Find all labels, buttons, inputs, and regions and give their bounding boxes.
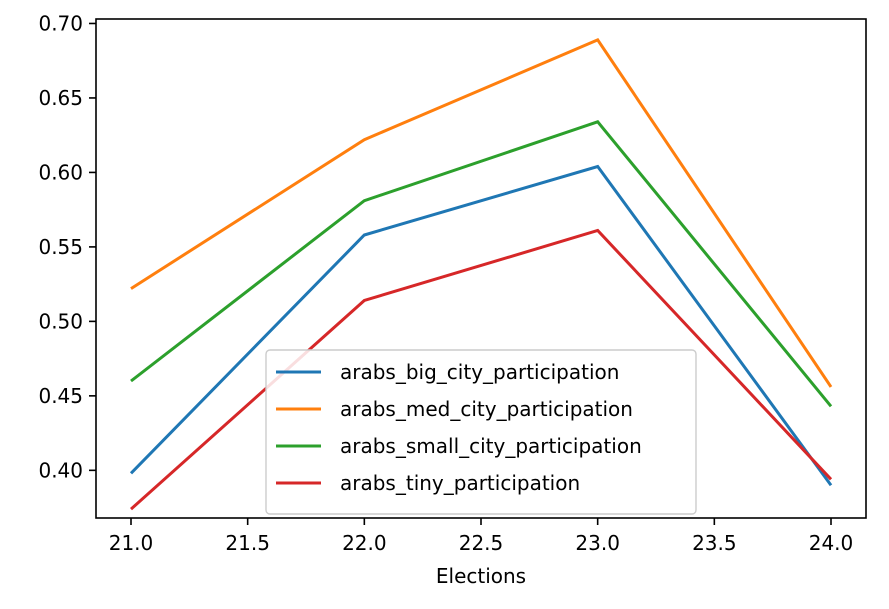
series-line-2 <box>130 120 833 408</box>
x-tick-label: 22.5 <box>459 531 504 555</box>
y-tick-label: 0.65 <box>38 86 83 110</box>
y-tick-label: 0.60 <box>38 160 83 184</box>
x-axis: 21.0 21.5 22.0 22.5 23.0 23.5 24.0 <box>109 518 854 555</box>
legend-entry-label: arabs_big_city_participation <box>340 360 619 384</box>
legend-box <box>265 349 697 515</box>
y-tick-label: 0.70 <box>38 11 83 35</box>
y-tick-label: 0.55 <box>38 235 83 259</box>
x-tick-label: 23.0 <box>575 531 620 555</box>
x-tick-label: 21.0 <box>109 531 154 555</box>
x-axis-label: Elections <box>436 564 526 588</box>
series-line-3 <box>130 228 833 511</box>
y-axis: 0.40 0.45 0.50 0.55 0.60 0.65 0.70 <box>38 11 96 482</box>
series-line-0 <box>129 164 833 487</box>
x-tick-label: 22.0 <box>342 531 387 555</box>
x-tick-label: 23.5 <box>692 531 737 555</box>
legend: arabs_big_city_participation arabs_med_ci… <box>265 349 697 515</box>
x-tick-label: 21.5 <box>225 531 270 555</box>
x-tick-label: 24.0 <box>809 531 854 555</box>
y-tick-label: 0.45 <box>38 384 83 408</box>
series-line-1 <box>130 38 833 388</box>
legend-entry-label: arabs_med_city_participation <box>340 397 633 421</box>
y-tick-label: 0.50 <box>38 309 83 333</box>
y-tick-label: 0.40 <box>38 458 83 482</box>
legend-entry-label: arabs_small_city_participation <box>340 434 642 458</box>
series-layer <box>129 38 833 511</box>
legend-entry-label: arabs_tiny_participation <box>340 471 580 495</box>
